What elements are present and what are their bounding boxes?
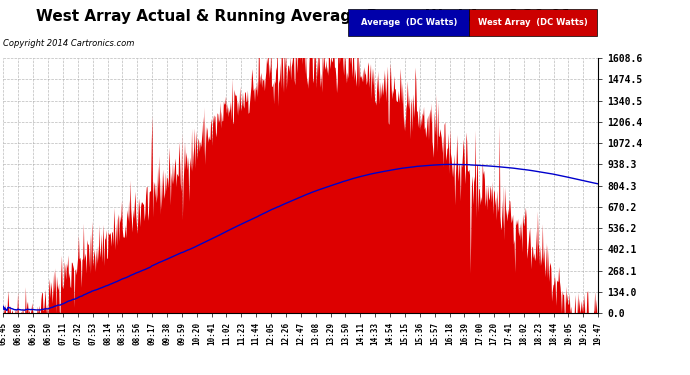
- Text: Average  (DC Watts): Average (DC Watts): [361, 18, 457, 27]
- Text: West Array  (DC Watts): West Array (DC Watts): [478, 18, 588, 27]
- Text: Copyright 2014 Cartronics.com: Copyright 2014 Cartronics.com: [3, 39, 135, 48]
- Text: West Array Actual & Running Average Power Wed Aug 6 20:01: West Array Actual & Running Average Powe…: [36, 9, 571, 24]
